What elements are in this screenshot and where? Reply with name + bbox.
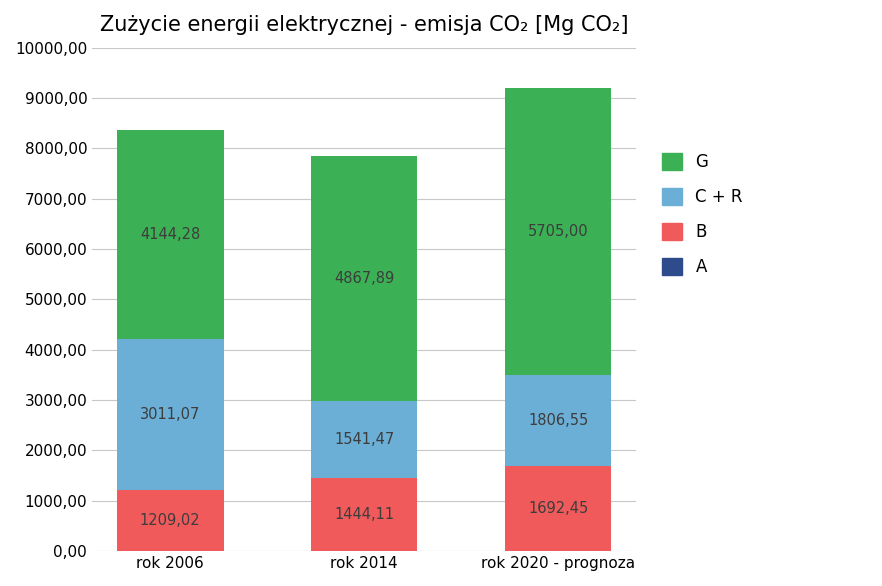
Text: 1806,55: 1806,55 bbox=[528, 413, 588, 428]
Bar bbox=[310, 156, 417, 401]
Text: 1444,11: 1444,11 bbox=[334, 507, 394, 522]
Bar bbox=[505, 466, 611, 551]
Text: 4867,89: 4867,89 bbox=[334, 271, 394, 286]
Legend: G, C + R, B, A: G, C + R, B, A bbox=[655, 146, 750, 282]
Bar bbox=[116, 339, 223, 490]
Bar bbox=[310, 401, 417, 478]
Text: 1541,47: 1541,47 bbox=[334, 432, 394, 447]
Text: 1209,02: 1209,02 bbox=[140, 513, 200, 528]
Bar bbox=[116, 490, 223, 551]
Bar bbox=[310, 478, 417, 551]
Title: Zużycie energii elektrycznej - emisja CO₂ [Mg CO₂]: Zużycie energii elektrycznej - emisja CO… bbox=[100, 15, 628, 35]
Bar bbox=[505, 375, 611, 466]
Text: 4144,28: 4144,28 bbox=[140, 227, 200, 242]
Bar bbox=[505, 88, 611, 375]
Text: 5705,00: 5705,00 bbox=[527, 224, 588, 239]
Bar bbox=[116, 130, 223, 339]
Text: 1692,45: 1692,45 bbox=[528, 501, 588, 516]
Text: 3011,07: 3011,07 bbox=[140, 407, 200, 422]
